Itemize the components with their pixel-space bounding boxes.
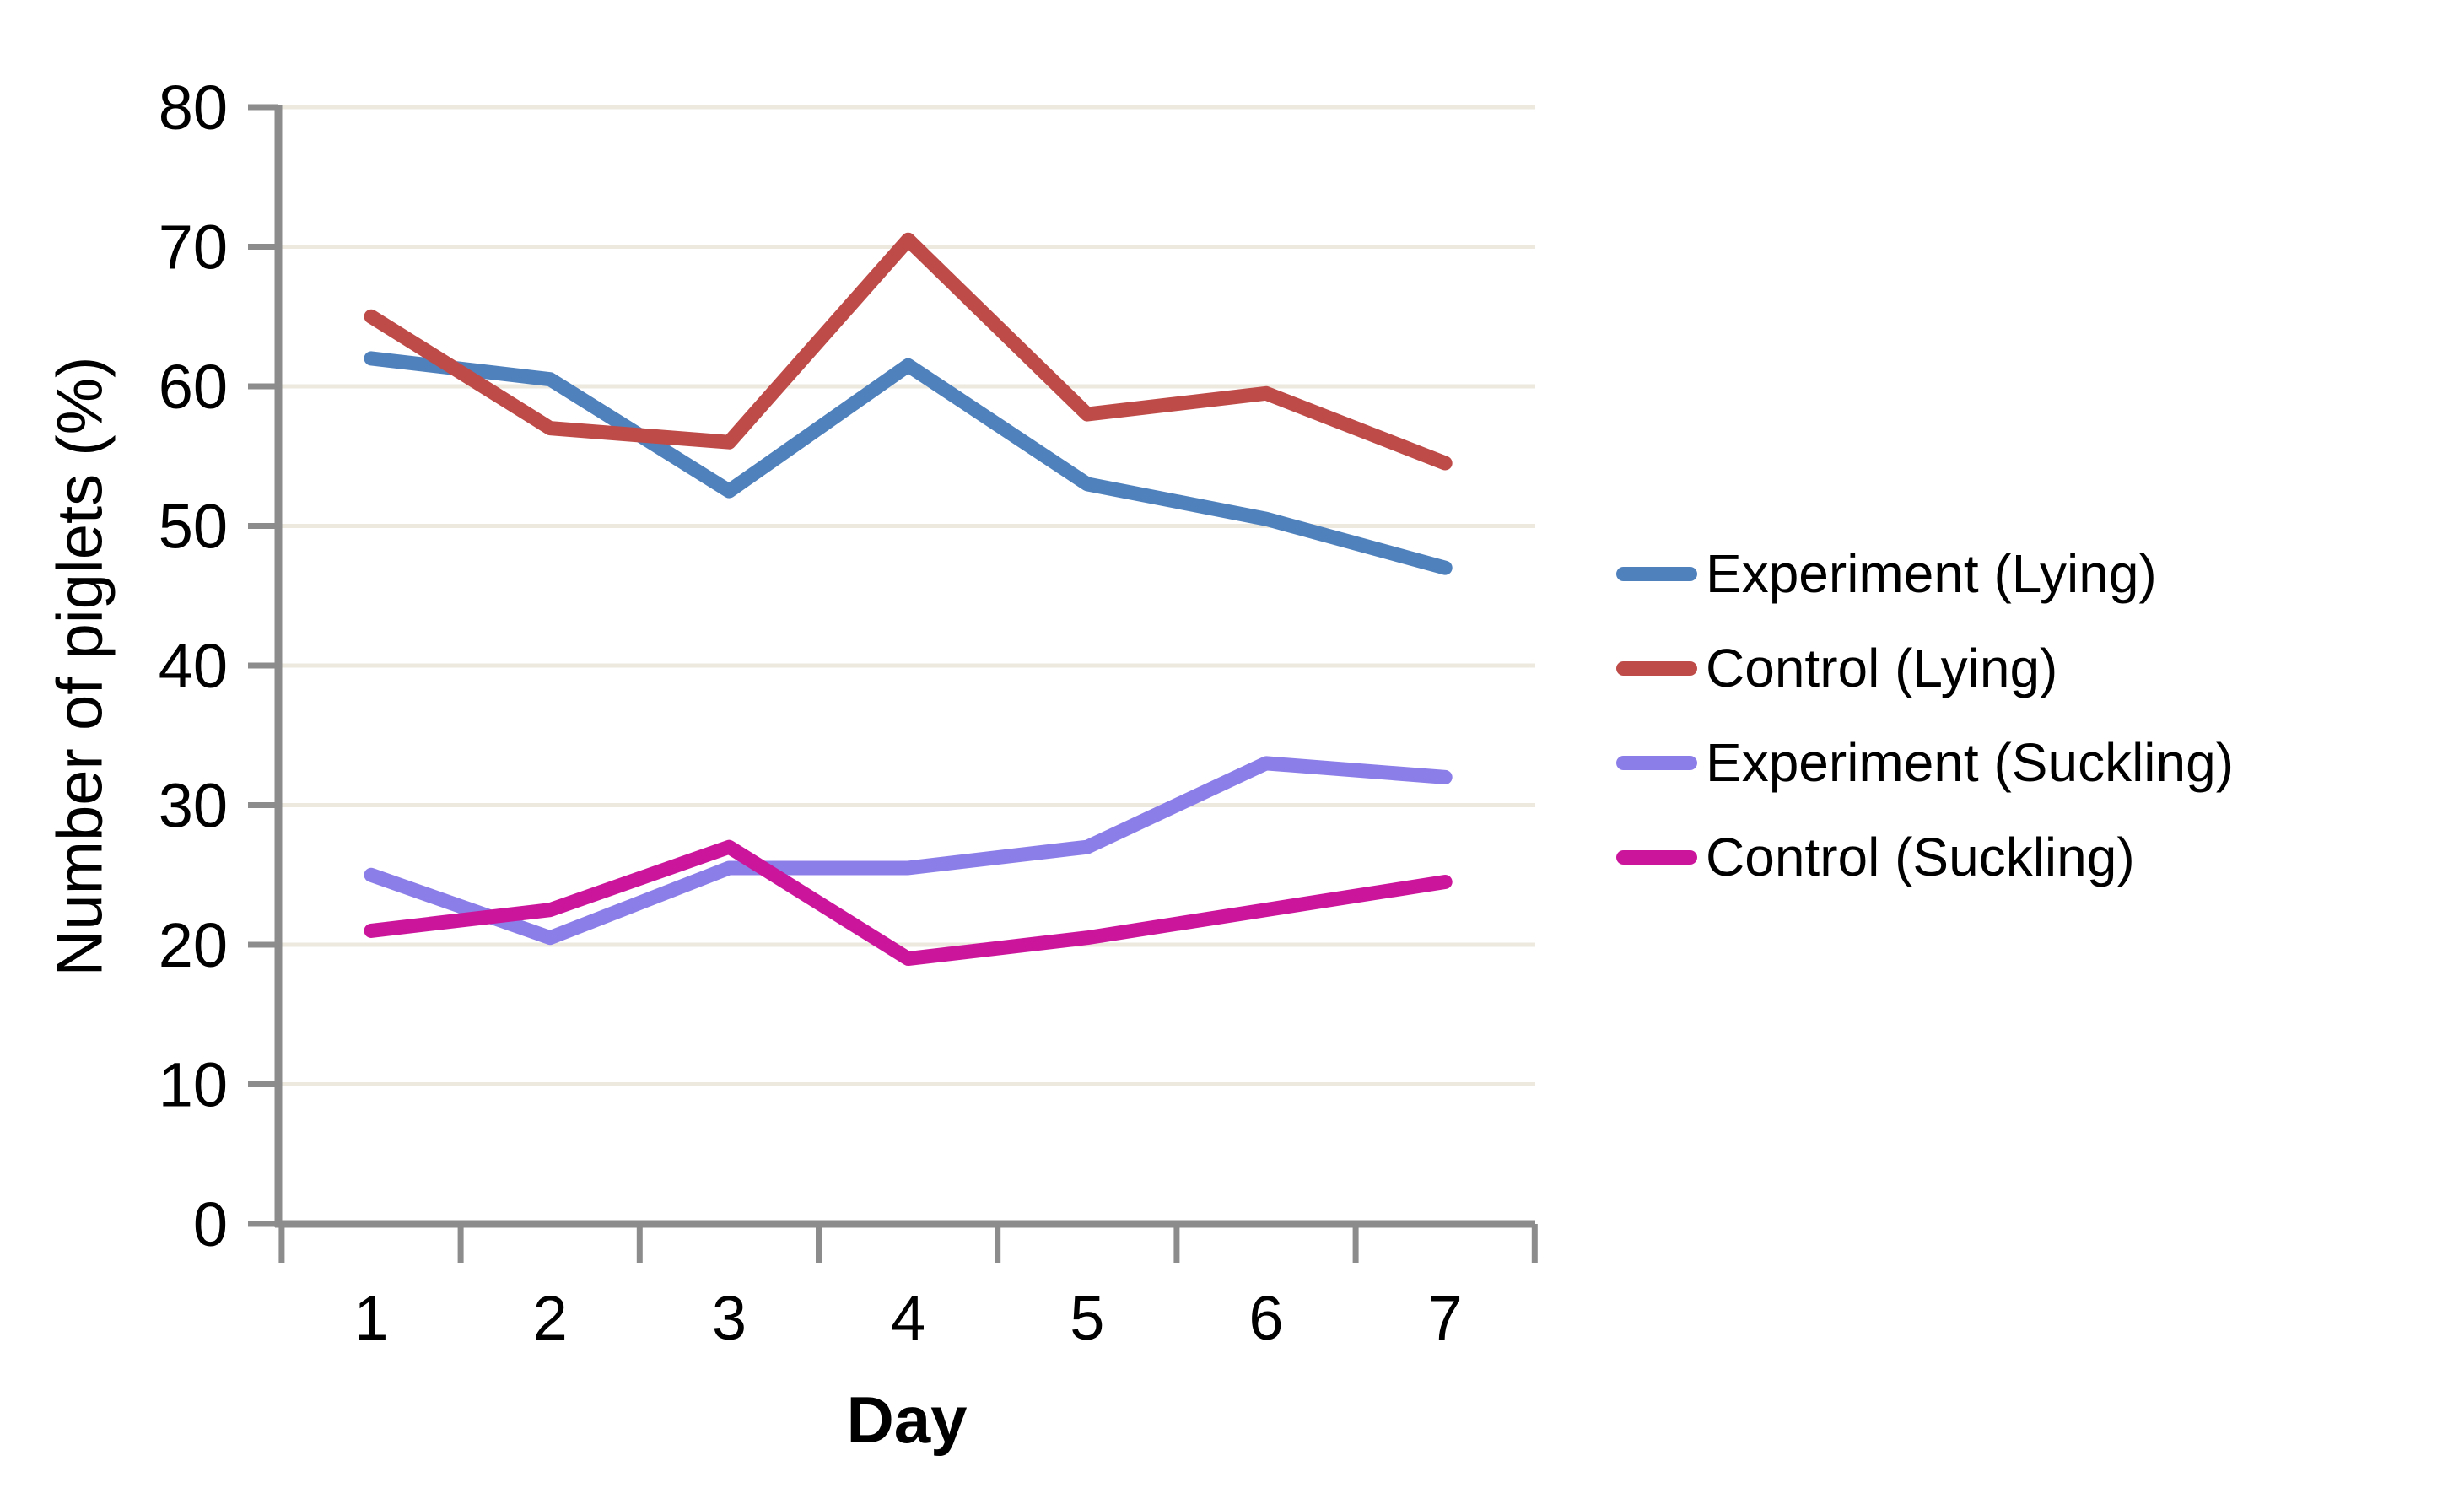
legend-swatch-experiment-suckling <box>1616 755 1697 770</box>
y-tick-label-80: 80 <box>159 73 228 143</box>
legend-item-control-lying: Control (Lying) <box>1616 621 2234 715</box>
legend-swatch-experiment-lying <box>1616 566 1697 581</box>
y-axis-title: Number of piglets (%) <box>44 356 116 977</box>
legend-swatch-control-lying <box>1616 660 1697 676</box>
series-line-experiment-suckling <box>364 756 1453 946</box>
y-tick-label-50: 50 <box>159 492 228 562</box>
legend-label-control-suckling: Control (Suckling) <box>1706 827 2135 887</box>
legend-swatch-control-suckling <box>1616 849 1697 865</box>
legend-item-experiment-lying: Experiment (Lying) <box>1616 526 2234 621</box>
y-tick-label-30: 30 <box>159 771 228 841</box>
series-line-experiment-lying <box>364 351 1453 575</box>
legend-label-control-lying: Control (Lying) <box>1706 638 2058 698</box>
x-axis-title: Day <box>846 1383 968 1457</box>
x-tick-label-3: 3 <box>712 1283 747 1353</box>
x-tick-label-5: 5 <box>1070 1283 1104 1353</box>
x-tick-label-4: 4 <box>891 1283 925 1353</box>
x-tick-label-2: 2 <box>533 1283 568 1353</box>
y-tick-label-60: 60 <box>159 352 228 422</box>
x-tick-label-7: 7 <box>1428 1283 1463 1353</box>
series-line-control-suckling <box>364 839 1453 967</box>
legend-label-experiment-suckling: Experiment (Suckling) <box>1706 732 2234 793</box>
x-tick-label-6: 6 <box>1248 1283 1283 1353</box>
y-tick-label-40: 40 <box>159 631 228 701</box>
legend: Experiment (Lying) Control (Lying) Exper… <box>1616 526 2234 904</box>
x-tick-label-1: 1 <box>353 1283 388 1353</box>
y-tick-label-20: 20 <box>159 910 228 980</box>
legend-item-experiment-suckling: Experiment (Suckling) <box>1616 715 2234 810</box>
legend-item-control-suckling: Control (Suckling) <box>1616 810 2234 904</box>
y-tick-label-10: 10 <box>159 1050 228 1120</box>
legend-label-experiment-lying: Experiment (Lying) <box>1706 543 2157 604</box>
series-line-control-lying <box>364 232 1453 471</box>
y-tick-label-0: 0 <box>193 1189 228 1259</box>
y-tick-label-70: 70 <box>159 213 228 283</box>
